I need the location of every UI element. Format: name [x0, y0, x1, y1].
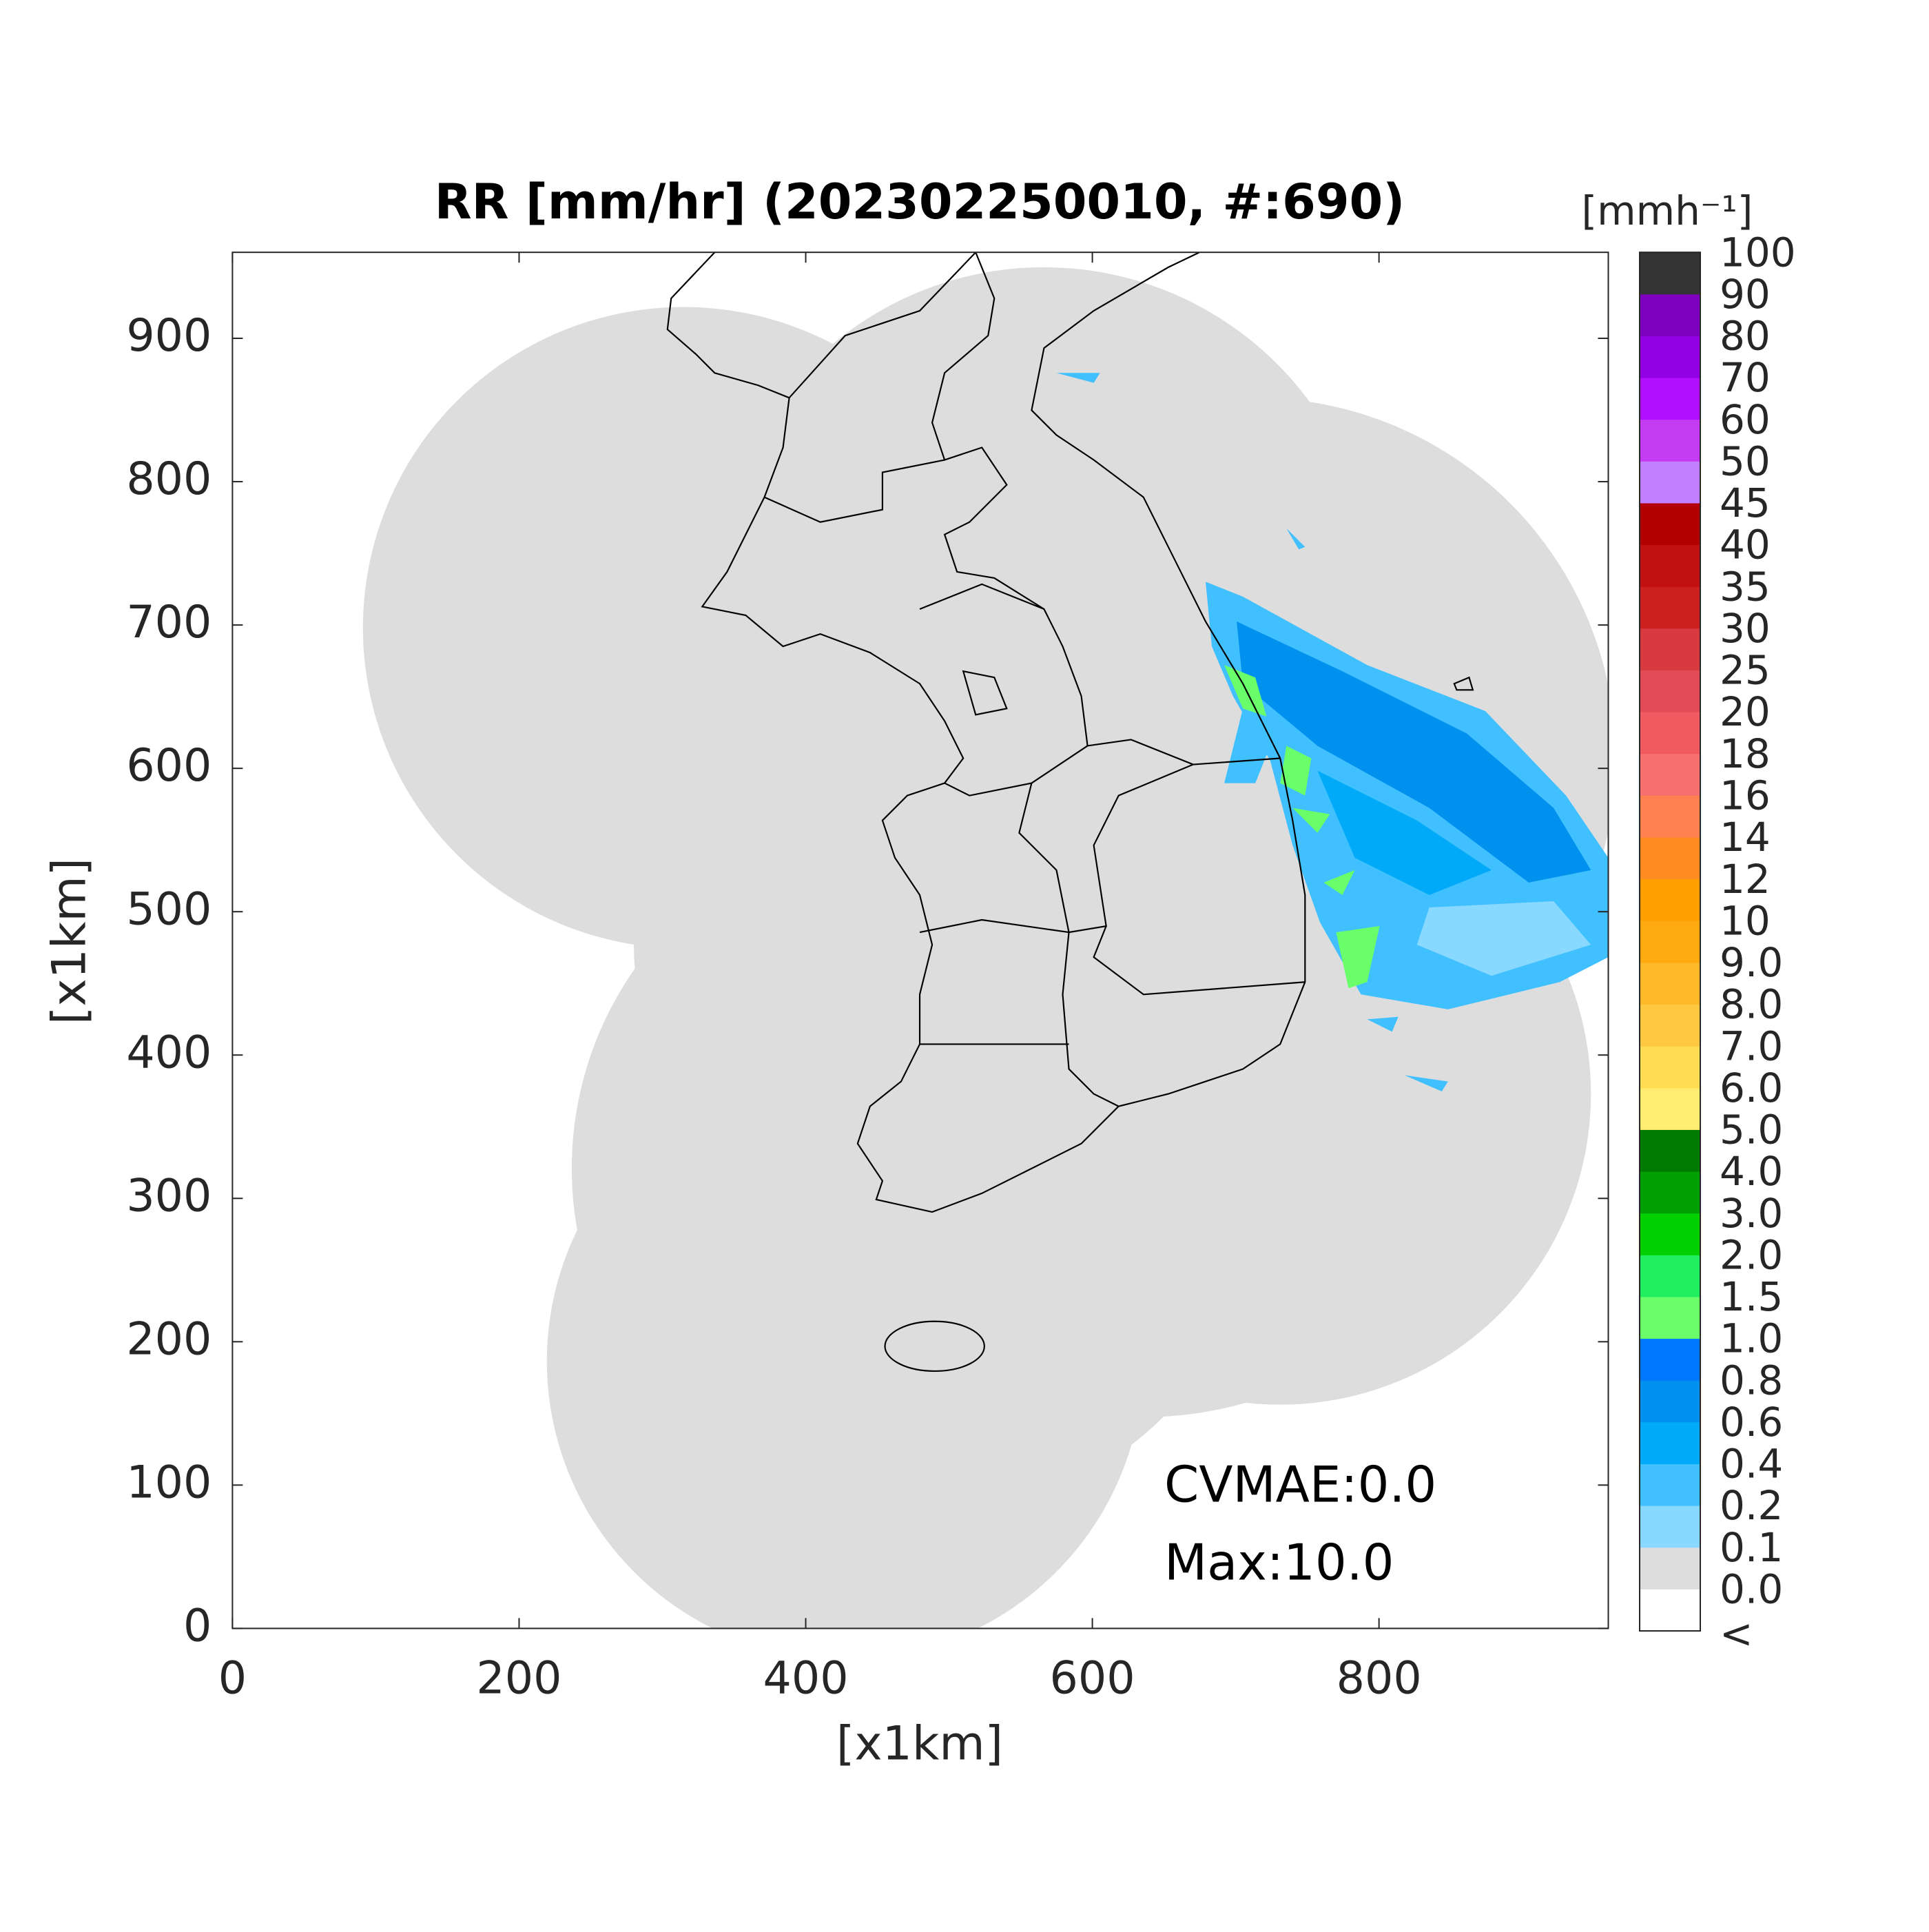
colorbar-segment [1640, 461, 1700, 504]
colorbar-segment [1640, 294, 1700, 336]
y-tick-label: 200 [126, 1313, 212, 1365]
colorbar-tick-label: 50 [1720, 438, 1771, 484]
colorbar-segment [1640, 628, 1700, 671]
colorbar-tick-label: 8.0 [1720, 981, 1783, 1028]
colorbar-segment [1640, 1547, 1700, 1590]
colorbar-tick-label: 80 [1720, 313, 1771, 360]
x-tick-label: 400 [763, 1652, 848, 1704]
annotation: Max:10.0 [1164, 1534, 1394, 1592]
colorbar-segment [1640, 1380, 1700, 1423]
colorbar-tick-label: 20 [1720, 688, 1771, 735]
colorbar-segment [1640, 753, 1700, 796]
colorbar-tick-label: 30 [1720, 605, 1771, 652]
colorbar-tick-label: < [1720, 1610, 1753, 1657]
y-tick-label: 100 [126, 1457, 212, 1508]
colorbar-tick-label: 7.0 [1720, 1022, 1783, 1069]
colorbar-tick-label: 45 [1720, 480, 1771, 526]
colorbar-segment [1640, 1505, 1700, 1548]
colorbar-tick-label: 1.0 [1720, 1315, 1783, 1362]
colorbar-segment [1640, 544, 1700, 587]
colorbar-tick-label: 0.1 [1720, 1524, 1783, 1571]
colorbar-tick-label: 4.0 [1720, 1148, 1783, 1195]
colorbar-segment [1640, 378, 1700, 420]
colorbar-tick-label: 0.6 [1720, 1399, 1783, 1446]
colorbar-segment [1640, 1421, 1700, 1464]
y-tick-label: 700 [126, 597, 212, 648]
colorbar-segment [1640, 1129, 1700, 1172]
colorbar-segment [1640, 1463, 1700, 1506]
colorbar-segment [1640, 1087, 1700, 1130]
colorbar-tick-label: 10 [1720, 897, 1771, 944]
colorbar-segment [1640, 962, 1700, 1005]
colorbar-tick-label: 40 [1720, 522, 1771, 568]
colorbar-segment [1640, 1046, 1700, 1089]
colorbar-segment [1640, 1255, 1700, 1297]
colorbar-tick-label: 25 [1720, 647, 1771, 694]
annotation: CVMAE:0.0 [1164, 1456, 1436, 1514]
colorbar-tick-label: 70 [1720, 354, 1771, 401]
colorbar-tick-label: 100 [1720, 229, 1796, 276]
colorbar-tick-label: 16 [1720, 772, 1771, 819]
colorbar-segment [1640, 1213, 1700, 1255]
y-tick-label: 800 [126, 453, 212, 505]
colorbar-tick-label: 2.0 [1720, 1231, 1783, 1278]
colorbar-tick-label: 18 [1720, 730, 1771, 777]
colorbar-tick-label: 5.0 [1720, 1107, 1783, 1153]
colorbar-tick-label: 35 [1720, 563, 1771, 610]
x-tick-label: 200 [476, 1652, 561, 1704]
y-tick-label: 600 [126, 740, 212, 792]
colorbar-segment [1640, 336, 1700, 378]
colorbar-segment [1640, 1004, 1700, 1047]
y-tick-label: 0 [183, 1600, 212, 1652]
colorbar-tick-label: 0.4 [1720, 1441, 1783, 1488]
y-tick-label: 300 [126, 1170, 212, 1222]
colorbar-segment [1640, 1171, 1700, 1214]
colorbar-label: [mmh⁻¹] [1582, 187, 1753, 234]
coastline [666, 252, 1474, 1373]
colorbar-segment [1640, 586, 1700, 629]
x-axis-label: [x1km] [836, 1717, 1003, 1771]
colorbar-segment [1640, 795, 1700, 838]
colorbar-segment [1640, 1338, 1700, 1381]
radar-coverage [362, 267, 1609, 1629]
colorbar-segment [1640, 1296, 1700, 1339]
colorbar-tick-label: 1.5 [1720, 1273, 1783, 1320]
chart-title: RR [mm/hr] (202302250010, #:690) [435, 174, 1405, 230]
colorbar-tick-label: 0.0 [1720, 1565, 1783, 1612]
colorbar-segment [1640, 712, 1700, 754]
x-tick-label: 0 [218, 1652, 247, 1704]
colorbar-tick-label: 12 [1720, 856, 1771, 903]
colorbar-segment [1640, 670, 1700, 712]
colorbar-tick-label: 3.0 [1720, 1190, 1783, 1237]
colorbar-segment [1640, 837, 1700, 880]
x-tick-label: 600 [1050, 1652, 1135, 1704]
colorbar-segment [1640, 419, 1700, 462]
colorbar-tick-label: 9.0 [1720, 939, 1783, 986]
colorbar-segment [1640, 878, 1700, 921]
colorbar-frame [1639, 251, 1701, 1632]
colorbar-tick-label: 90 [1720, 271, 1771, 318]
x-tick-label: 800 [1337, 1652, 1422, 1704]
colorbar-segment [1640, 502, 1700, 546]
colorbar-tick-label: 6.0 [1720, 1065, 1783, 1111]
map [362, 252, 1609, 1629]
colorbar-tick-label: 14 [1720, 814, 1771, 861]
plot-frame [231, 251, 1609, 1630]
y-tick-label: 900 [126, 310, 212, 362]
colorbar-tick-label: 0.8 [1720, 1357, 1783, 1404]
rain-echo [1056, 373, 1609, 1091]
y-tick-label: 500 [126, 883, 212, 935]
colorbar-segment [1640, 921, 1700, 963]
colorbar-segment [1640, 252, 1700, 295]
y-axis-label: [x1km] [43, 858, 97, 1025]
y-tick-label: 400 [126, 1027, 212, 1078]
colorbar-segment [1640, 1589, 1700, 1632]
colorbar-tick-label: 60 [1720, 396, 1771, 443]
colorbar-tick-label: 0.2 [1720, 1482, 1783, 1529]
